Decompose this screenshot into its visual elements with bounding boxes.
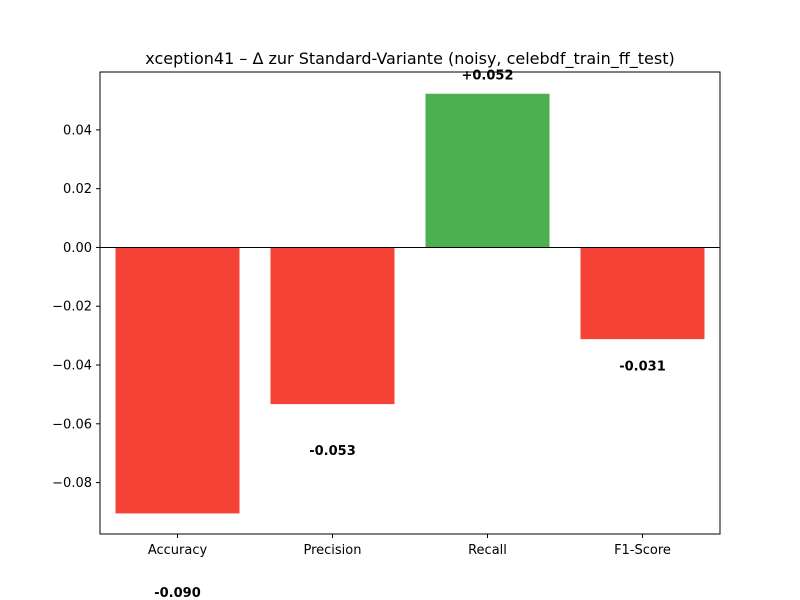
y-tick-label: −0.08 [52, 476, 92, 491]
bar-value-label: -0.090 [154, 586, 201, 600]
chart-title: xception41 – Δ zur Standard-Variante (no… [145, 49, 674, 69]
y-tick-label: 0.04 [63, 123, 92, 138]
plot-frame [99, 71, 721, 535]
y-tick-label: −0.06 [52, 417, 92, 432]
y-tick-label: 0.00 [63, 241, 92, 256]
bar-precision [270, 247, 395, 405]
x-tick-label: Accuracy [148, 543, 208, 558]
y-tick-label: −0.04 [52, 359, 92, 374]
x-axis: Accuracy Precision Recall F1-Score [148, 534, 671, 558]
bar-value-labels: -0.090 -0.053 +0.052 -0.031 [154, 69, 666, 600]
bar-recall [425, 93, 550, 248]
x-tick-label: Recall [468, 543, 507, 558]
bar-accuracy [115, 247, 240, 514]
bar-value-label: -0.031 [619, 360, 666, 375]
y-axis: −0.08 −0.06 −0.04 −0.02 0.00 0.02 0.04 [52, 123, 100, 491]
x-tick-label: Precision [303, 543, 361, 558]
bar-value-label: +0.052 [461, 69, 513, 84]
bars-layer [115, 93, 705, 514]
bar-f1-score [580, 247, 705, 340]
y-tick-label: −0.02 [52, 300, 92, 315]
x-tick-label: F1-Score [614, 543, 671, 558]
y-tick-label: 0.02 [63, 182, 92, 197]
bar-value-label: -0.053 [309, 444, 356, 459]
